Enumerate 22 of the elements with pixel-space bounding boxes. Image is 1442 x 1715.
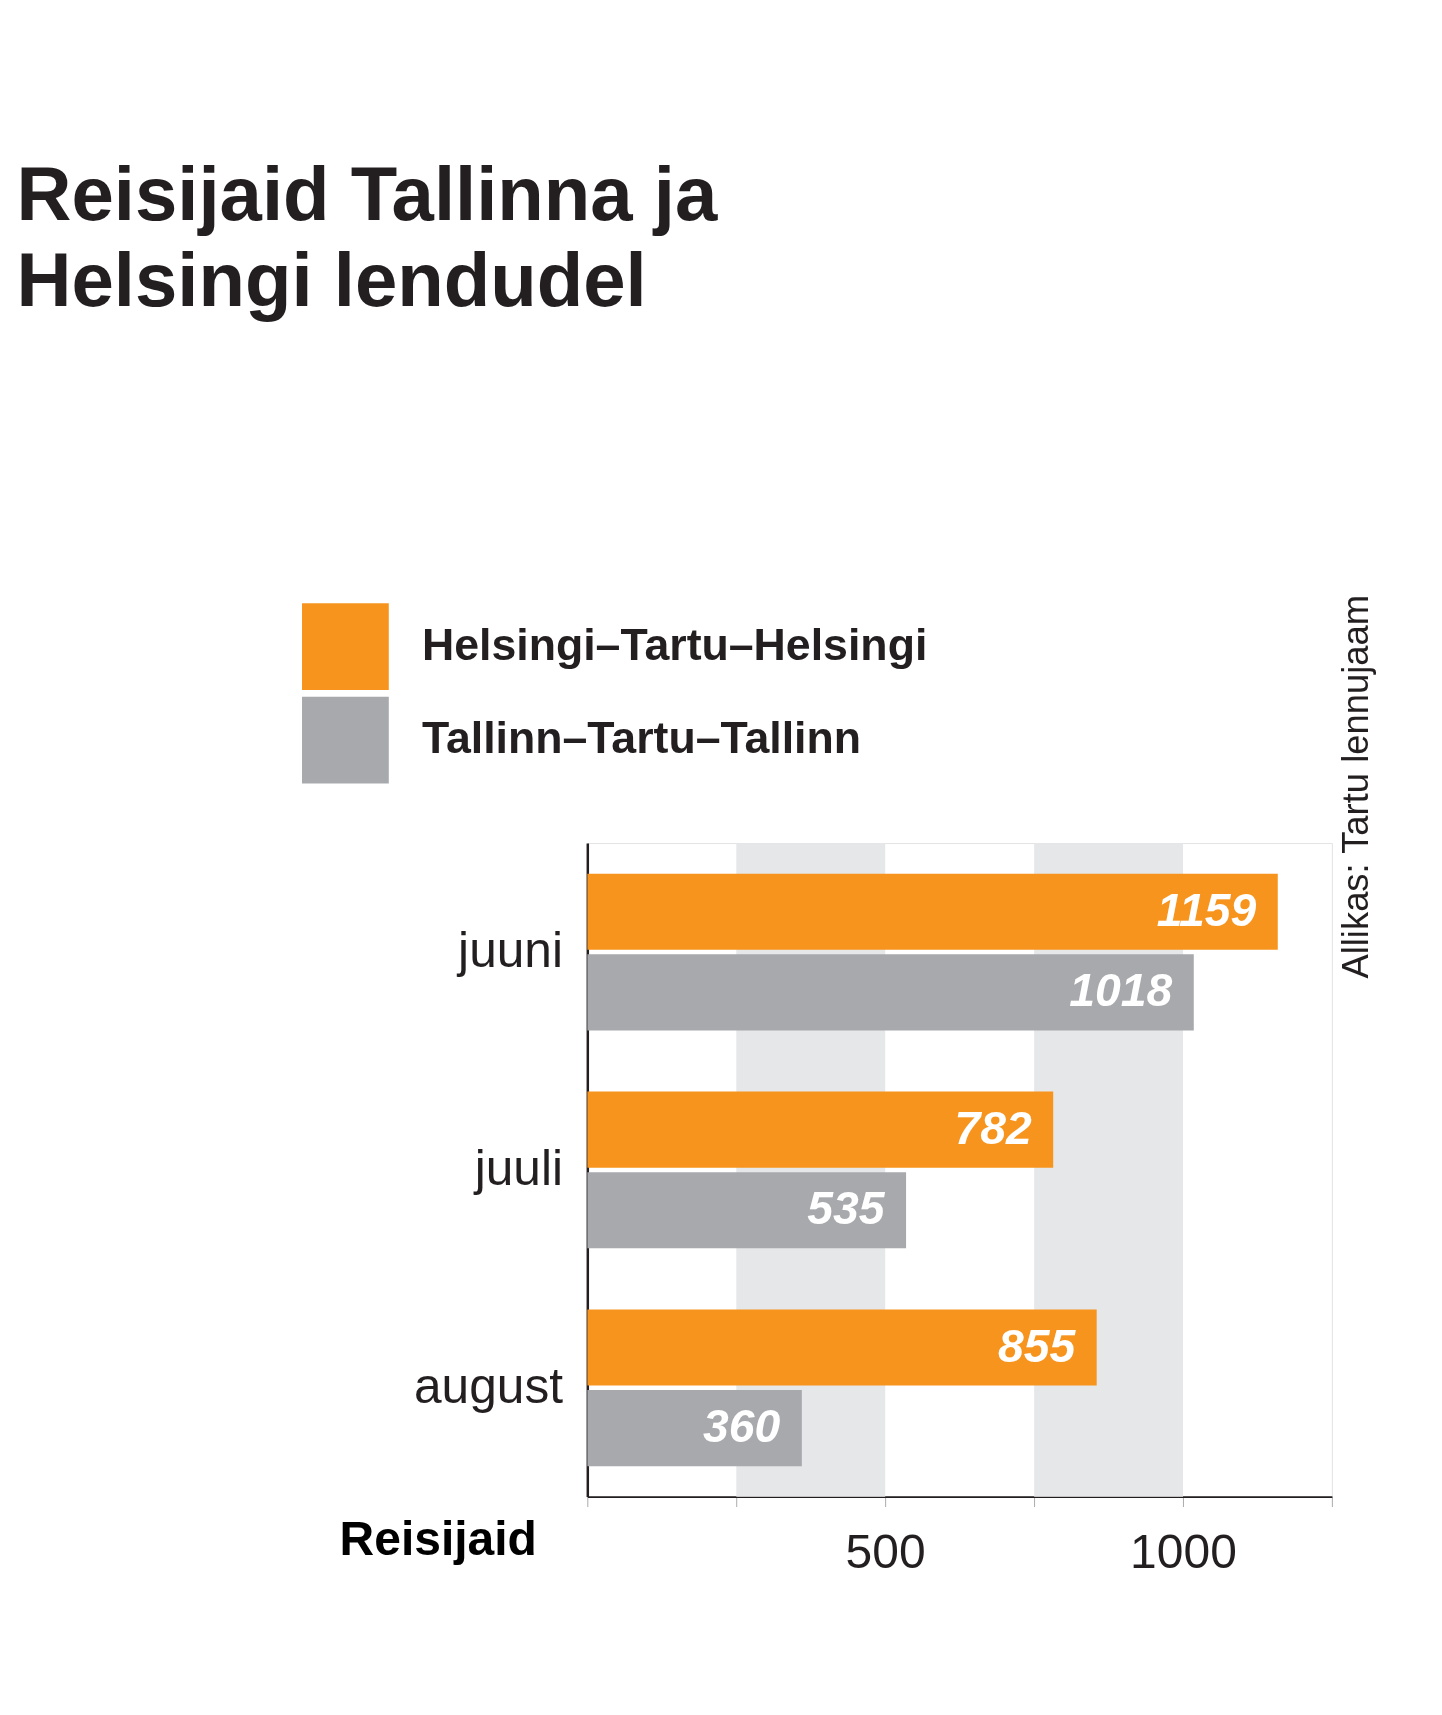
data-label: 1159 — [1156, 883, 1257, 936]
bar — [587, 1091, 1054, 1168]
legend-label: Helsingi–Tartu–Helsingi — [421, 619, 928, 669]
legend-label: Tallinn–Tartu–Tallinn — [421, 713, 862, 763]
data-label: 855 — [997, 1319, 1077, 1372]
bar — [587, 873, 1278, 950]
y-tick-label: juuli — [472, 1139, 563, 1196]
data-label: 1018 — [1069, 964, 1173, 1017]
bar — [587, 1172, 907, 1249]
bar — [587, 1390, 802, 1467]
y-tick-label: august — [413, 1357, 564, 1414]
data-label: 360 — [703, 1400, 781, 1453]
chart-title: Reisijaid Tallinna ja Helsingi lendudel — [16, 151, 718, 323]
data-label: 535 — [807, 1182, 886, 1235]
bar — [587, 954, 1194, 1031]
bar — [587, 1309, 1097, 1386]
x-axis-title: Reisijaid — [339, 1512, 537, 1566]
data-label: 782 — [954, 1101, 1032, 1154]
x-tick-label: 500 — [845, 1525, 926, 1579]
y-tick-label: juuni — [456, 921, 563, 978]
text: Allikas: Tartu lennujaam — [1334, 594, 1376, 979]
x-tick-label: 1000 — [1130, 1525, 1237, 1579]
